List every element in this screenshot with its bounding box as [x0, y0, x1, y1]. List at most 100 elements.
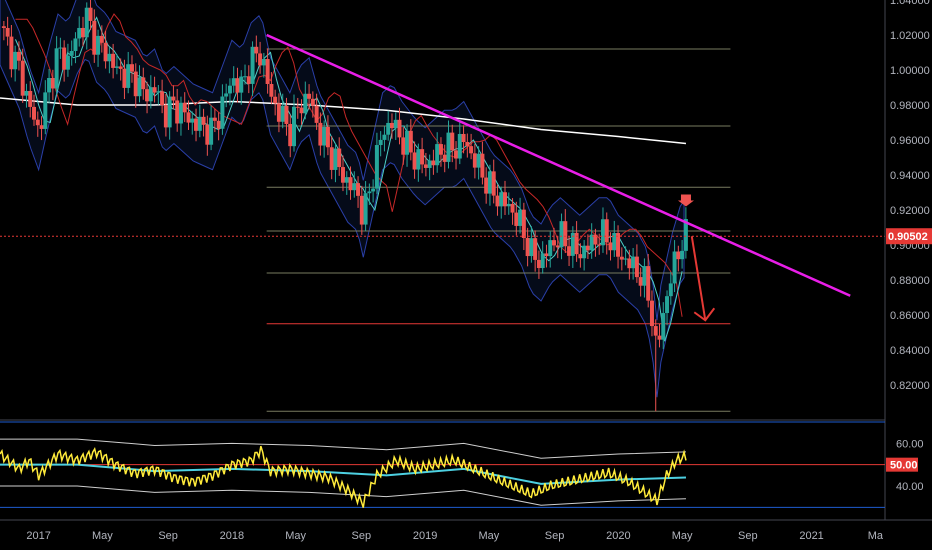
- candle-body: [250, 46, 255, 84]
- candle-body: [73, 38, 78, 51]
- candle-body: [356, 183, 361, 196]
- candle-body: [363, 193, 368, 225]
- time-axis-tick: Ma: [868, 530, 884, 542]
- price-axis-tick: 0.82000: [890, 380, 930, 392]
- candle-body: [619, 256, 624, 260]
- candle-body: [276, 103, 281, 122]
- candle-body: [235, 78, 240, 93]
- candle-body: [427, 160, 432, 168]
- time-axis-tick: Sep: [352, 530, 372, 542]
- time-axis-tick: 2017: [26, 530, 50, 542]
- arrow-shaft: [690, 236, 707, 321]
- candle-body: [318, 122, 323, 146]
- candle-body: [431, 160, 436, 166]
- candle-body: [307, 93, 312, 99]
- candle-body: [246, 76, 251, 84]
- candle-body: [540, 253, 545, 269]
- candle-body: [333, 148, 338, 170]
- candle-body: [382, 134, 387, 140]
- price-axis[interactable]: 1.04000 1.02000 1.00000 0.98000 0.96000 0.940…: [890, 0, 930, 392]
- candle-body: [503, 192, 508, 207]
- candle-body: [461, 133, 466, 143]
- candle-body: [160, 91, 165, 106]
- candle-body: [5, 28, 10, 37]
- candle-body: [408, 130, 413, 153]
- candles[interactable]: [1, 0, 688, 412]
- current-price-label: 0.90502: [888, 231, 928, 243]
- candle-body: [544, 253, 549, 257]
- candle-body: [435, 144, 440, 166]
- candle-body: [393, 119, 398, 129]
- candle-body: [371, 188, 376, 192]
- candle-body: [476, 153, 481, 168]
- candle-body: [585, 245, 590, 251]
- candle-body: [9, 36, 14, 70]
- candle-body: [593, 234, 598, 245]
- candle-body: [284, 105, 289, 124]
- candle-body: [212, 117, 217, 121]
- candle-body: [190, 118, 195, 123]
- candle-body: [197, 116, 202, 131]
- time-axis[interactable]: 2017 May Sep 2018 May Sep 2019 May Sep 2020 May Sep…: [26, 530, 883, 542]
- candle-body: [295, 106, 300, 108]
- candle-body: [186, 112, 191, 123]
- candle-body: [536, 259, 541, 269]
- candle-body: [220, 96, 225, 129]
- candle-body: [438, 144, 443, 155]
- candle-body: [224, 93, 229, 97]
- price-axis-tick: 1.00000: [890, 65, 930, 77]
- candle-body: [668, 283, 673, 297]
- candle-body: [258, 53, 263, 66]
- candle-body: [167, 96, 172, 128]
- candle-body: [604, 219, 609, 243]
- candle-body: [239, 76, 244, 93]
- candle-body: [420, 149, 425, 165]
- candle-body: [616, 233, 621, 257]
- price-axis-tick: 1.02000: [890, 30, 930, 42]
- time-axis-tick: 2021: [799, 530, 823, 542]
- candle-body: [563, 221, 568, 247]
- candle-body: [518, 209, 523, 226]
- candle-body: [374, 145, 379, 189]
- candle-body: [175, 100, 180, 124]
- candle-body: [28, 90, 33, 107]
- candle-body: [521, 209, 526, 238]
- price-axis-tick: 0.98000: [890, 100, 930, 112]
- candle-body: [269, 84, 274, 97]
- candle-body: [171, 96, 176, 101]
- candle-body: [378, 139, 383, 146]
- candle-body: [163, 105, 168, 128]
- candle-body: [47, 78, 52, 93]
- time-axis-tick: Sep: [158, 530, 178, 542]
- candle-body: [442, 154, 447, 162]
- rsi-axis[interactable]: 60.00 40.00: [896, 438, 924, 493]
- candle-body: [322, 126, 327, 146]
- down-arrow: [690, 236, 716, 322]
- rsi-lower-band: [0, 485, 686, 506]
- candle-body: [600, 219, 605, 246]
- candle-body: [597, 244, 602, 246]
- candle-body: [13, 51, 18, 70]
- candle-body: [261, 58, 266, 66]
- candle-body: [152, 87, 157, 93]
- candle-body: [227, 85, 232, 94]
- candle-body: [201, 116, 206, 125]
- time-axis-tick: 2018: [220, 530, 244, 542]
- candle-body: [495, 195, 500, 207]
- candle-body: [273, 96, 278, 104]
- candle-body: [510, 203, 515, 213]
- candle-body: [133, 71, 138, 97]
- candle-body: [627, 258, 632, 269]
- rsi-pane[interactable]: [0, 421, 885, 508]
- price-axis-tick: 0.96000: [890, 135, 930, 147]
- candle-body: [148, 87, 153, 102]
- candle-body: [329, 147, 334, 170]
- time-axis-tick: Sep: [545, 530, 565, 542]
- candle-body: [254, 46, 259, 54]
- trendline[interactable]: [266, 33, 851, 297]
- candle-body: [35, 119, 40, 126]
- candle-body: [114, 66, 119, 68]
- candle-body: [638, 277, 643, 286]
- candle-body: [103, 42, 108, 62]
